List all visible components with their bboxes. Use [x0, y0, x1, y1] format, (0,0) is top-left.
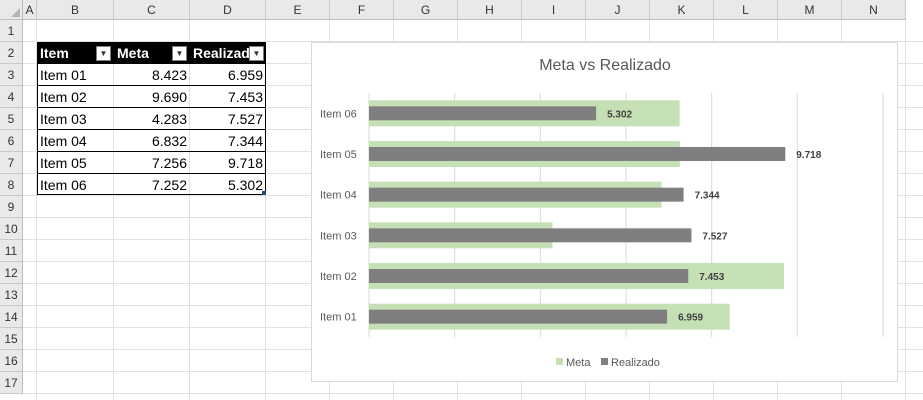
data-label: 5.302 — [607, 109, 632, 120]
table-cell[interactable]: Item 04 — [40, 133, 87, 149]
bar-realizado — [369, 309, 668, 324]
row-header-15[interactable]: 15 — [0, 328, 23, 350]
table-cell[interactable]: 9.718 — [227, 155, 263, 171]
header-cell-item[interactable]: Item — [37, 42, 114, 64]
row-header-2[interactable]: 2 — [0, 42, 23, 64]
row-header-6[interactable]: 6 — [0, 130, 23, 152]
table-cell[interactable]: 7.252 — [151, 177, 187, 193]
category-label: Item 03 — [320, 230, 357, 242]
column-header-l[interactable]: L — [714, 0, 778, 20]
row-header-10[interactable]: 10 — [0, 218, 23, 240]
table-cell[interactable]: Item 05 — [40, 155, 87, 171]
row-header-17[interactable]: 17 — [0, 372, 23, 394]
data-label: 9.718 — [796, 150, 821, 161]
column-gridline — [265, 20, 266, 400]
chart[interactable]: Meta vs Realizado Item 06 5.302 Item 05 9.71… — [311, 42, 898, 382]
table-cell[interactable]: 6.832 — [151, 133, 187, 149]
data-label: 7.453 — [699, 272, 724, 283]
filter-dropdown-icon[interactable]: ▼ — [96, 46, 111, 61]
table-cell[interactable]: Item 02 — [40, 89, 87, 105]
column-header-d[interactable]: D — [190, 0, 266, 20]
table-row-separator — [37, 85, 266, 86]
row-header-4[interactable]: 4 — [0, 86, 23, 108]
column-header-e[interactable]: E — [266, 0, 330, 20]
chart-title: Meta vs Realizado — [539, 57, 671, 74]
table-cell[interactable]: Item 06 — [40, 177, 87, 193]
table-cell[interactable]: Item 01 — [40, 67, 87, 83]
bar-realizado — [369, 228, 692, 243]
row-header-11[interactable]: 11 — [0, 240, 23, 262]
table-cell[interactable]: 5.302 — [227, 177, 263, 193]
data-label: 7.527 — [702, 231, 727, 242]
table-cell[interactable]: 7.527 — [227, 111, 263, 127]
bar-realizado — [369, 106, 597, 121]
row-header-14[interactable]: 14 — [0, 306, 23, 328]
category-label: Item 06 — [320, 108, 357, 120]
column-header-i[interactable]: I — [522, 0, 586, 20]
category-label: Item 05 — [320, 149, 357, 161]
row-header-16[interactable]: 16 — [0, 350, 23, 372]
row-gridline — [23, 393, 923, 394]
table-row-separator — [37, 151, 266, 152]
table-row-separator — [37, 63, 266, 64]
chart-canvas: Meta vs Realizado Item 06 5.302 Item 05 9.71… — [320, 57, 884, 369]
row-header-5[interactable]: 5 — [0, 108, 23, 130]
row-header-13[interactable]: 13 — [0, 284, 23, 306]
column-header-h[interactable]: H — [458, 0, 522, 20]
column-gridline — [36, 20, 37, 400]
column-header-b[interactable]: B — [37, 0, 114, 20]
data-label: 6.959 — [678, 313, 703, 324]
table-cell[interactable]: Item 03 — [40, 111, 87, 127]
table-row-separator — [37, 129, 266, 130]
table-row-separator — [37, 173, 266, 174]
column-header-n[interactable]: N — [842, 0, 906, 20]
table-cell[interactable]: 4.283 — [151, 111, 187, 127]
table-cell[interactable]: 7.256 — [151, 155, 187, 171]
row-gridline — [23, 41, 923, 42]
filter-dropdown-icon[interactable]: ▼ — [249, 46, 264, 61]
legend-label-meta: Meta — [566, 357, 591, 369]
select-all-triangle-icon — [11, 8, 20, 17]
bar-realizado — [369, 147, 786, 161]
table-row-separator — [37, 107, 266, 108]
row-header-3[interactable]: 3 — [0, 64, 23, 86]
legend-label-realizado: Realizado — [611, 357, 660, 369]
row-header-8[interactable]: 8 — [0, 174, 23, 196]
legend-swatch-meta — [556, 358, 563, 365]
header-cell-meta[interactable]: Meta — [114, 42, 190, 64]
table-cell[interactable]: 7.453 — [227, 89, 263, 105]
column-header-m[interactable]: M — [778, 0, 842, 20]
category-label: Item 01 — [320, 312, 357, 324]
header-cell-realizado[interactable]: Realizado — [190, 42, 266, 64]
column-gridline — [113, 20, 114, 400]
column-header-a[interactable]: A — [23, 0, 37, 20]
data-label: 7.344 — [695, 191, 720, 202]
category-label: Item 02 — [320, 271, 357, 283]
select-all-corner[interactable] — [0, 0, 23, 20]
column-gridline — [905, 20, 906, 400]
table-cell[interactable]: 9.690 — [151, 89, 187, 105]
column-header-k[interactable]: K — [650, 0, 714, 20]
column-header-j[interactable]: J — [586, 0, 650, 20]
column-header-c[interactable]: C — [114, 0, 190, 20]
row-header-7[interactable]: 7 — [0, 152, 23, 174]
column-header-f[interactable]: F — [330, 0, 394, 20]
bar-realizado — [369, 269, 689, 283]
legend-swatch-realizado — [601, 358, 608, 365]
filter-dropdown-icon[interactable]: ▼ — [172, 46, 187, 61]
row-header-9[interactable]: 9 — [0, 196, 23, 218]
row-header-1[interactable]: 1 — [0, 20, 23, 42]
category-label: Item 04 — [320, 190, 357, 202]
table-resize-handle[interactable] — [262, 191, 266, 195]
column-gridline — [189, 20, 190, 400]
table-cell[interactable]: 7.344 — [227, 133, 263, 149]
table-cell[interactable]: 8.423 — [151, 67, 187, 83]
column-header-g[interactable]: G — [394, 0, 458, 20]
table-cell[interactable]: 6.959 — [227, 67, 263, 83]
row-header-12[interactable]: 12 — [0, 262, 23, 284]
bar-realizado — [369, 187, 684, 202]
